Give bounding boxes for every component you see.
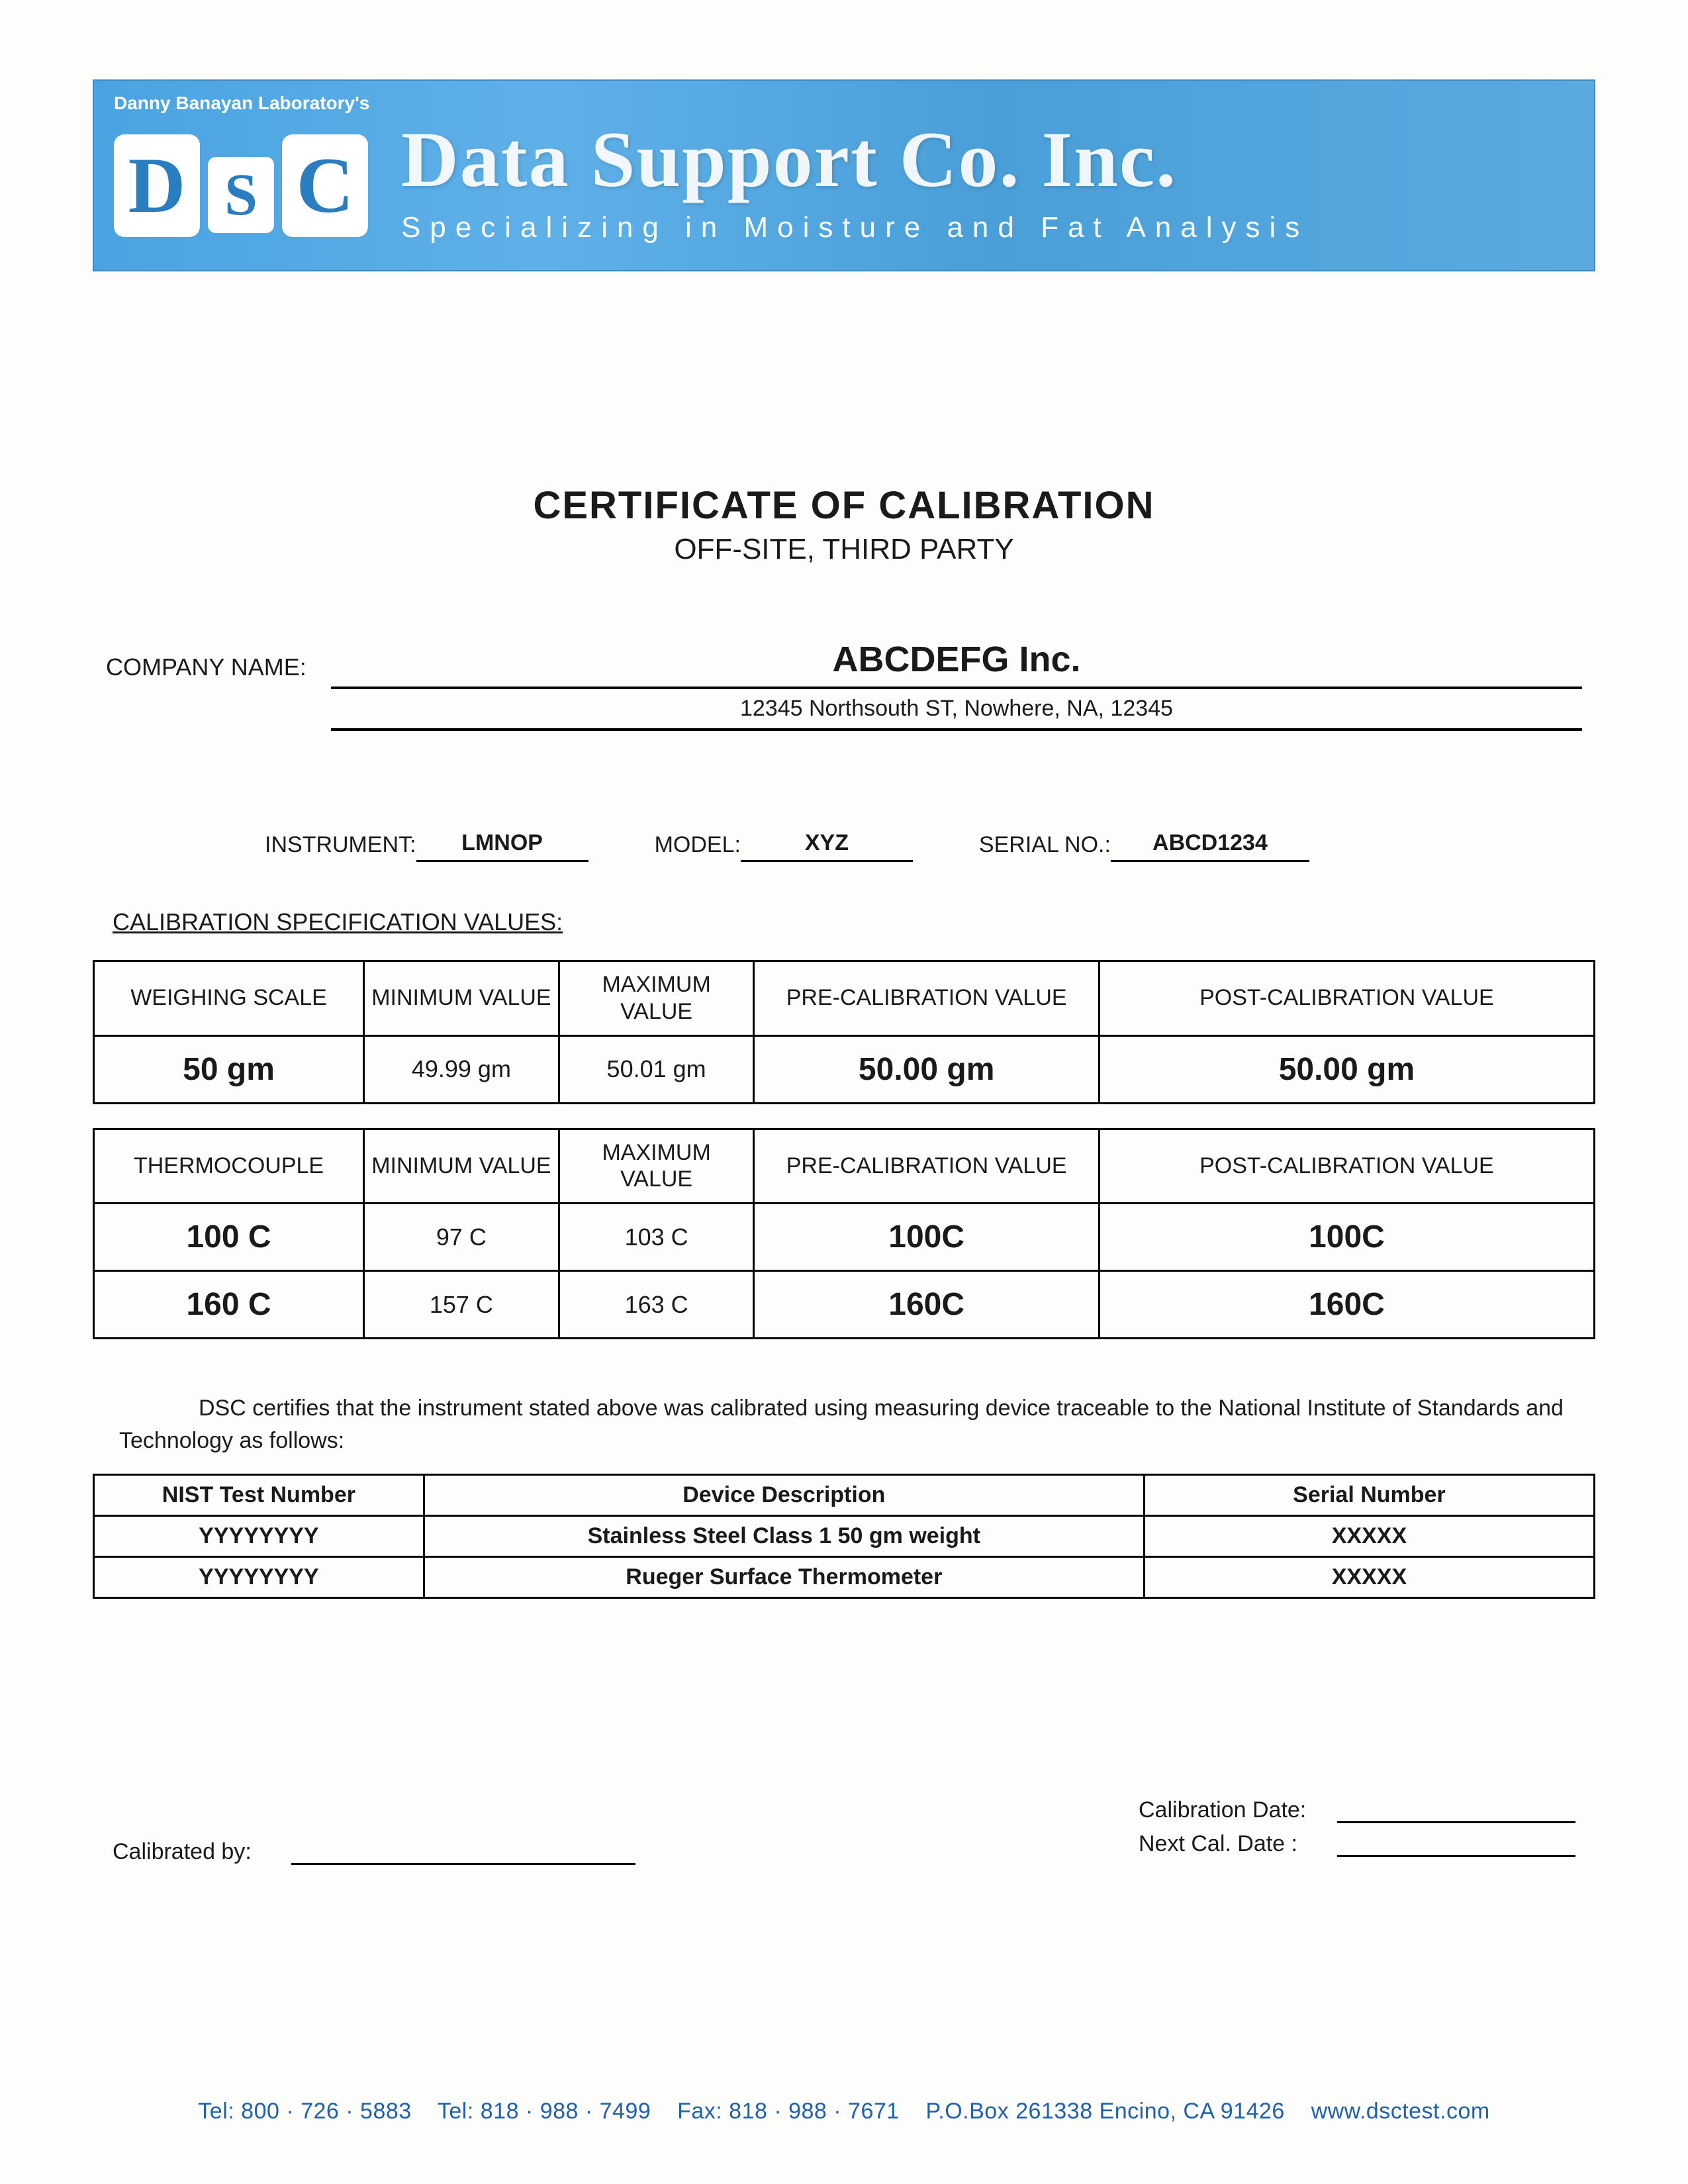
- banner-subtitle: Specializing in Moisture and Fat Analysi…: [401, 211, 1574, 244]
- cell-min: 49.99 gm: [364, 1035, 559, 1103]
- model-value: XYZ: [741, 830, 913, 862]
- nist-serial: XXXXX: [1144, 1515, 1594, 1556]
- calibration-date-label: Calibration Date:: [1139, 1797, 1337, 1823]
- col-min: MINIMUM VALUE: [364, 961, 559, 1036]
- header-banner: Danny Banayan Laboratory's D S C Data Su…: [93, 79, 1595, 271]
- col-max: MAXIMUM VALUE: [559, 961, 754, 1036]
- table-row: 50 gm 49.99 gm 50.01 gm 50.00 gm 50.00 g…: [94, 1035, 1595, 1103]
- next-cal-date-line: [1337, 1855, 1575, 1857]
- instrument-row: INSTRUMENT: LMNOP MODEL: XYZ SERIAL NO.:…: [93, 830, 1595, 862]
- spec-values-label: CALIBRATION SPECIFICATION VALUES:: [93, 908, 1595, 936]
- footer-web: www.dsctest.com: [1311, 2099, 1490, 2124]
- cell-pre: 100C: [754, 1204, 1099, 1271]
- company-name-line: ABCDEFG Inc.: [331, 639, 1582, 689]
- signature-row: Calibrated by: Calibration Date: Next Ca…: [93, 1797, 1595, 1865]
- cell-max: 50.01 gm: [559, 1035, 754, 1103]
- company-section: COMPANY NAME: ABCDEFG Inc. 12345 Northso…: [93, 639, 1595, 731]
- serial-label: SERIAL NO.:: [979, 832, 1111, 862]
- col-pre: PRE-CALIBRATION VALUE: [754, 961, 1099, 1036]
- nist-serial: XXXXX: [1144, 1556, 1594, 1597]
- company-address: 12345 Northsouth ST, Nowhere, NA, 12345: [331, 689, 1582, 731]
- cell-post: 100C: [1099, 1204, 1594, 1271]
- col-post: POST-CALIBRATION VALUE: [1099, 1129, 1594, 1204]
- instrument-value: LMNOP: [416, 830, 588, 862]
- company-label: COMPANY NAME:: [106, 653, 331, 689]
- nist-col-number: NIST Test Number: [94, 1474, 424, 1515]
- weighing-table: WEIGHING SCALE MINIMUM VALUE MAXIMUM VAL…: [93, 960, 1595, 1104]
- lab-name: Danny Banayan Laboratory's: [114, 93, 369, 114]
- serial-value: ABCD1234: [1111, 830, 1309, 862]
- calibration-date-line: [1337, 1821, 1575, 1823]
- certificate-title: CERTIFICATE OF CALIBRATION: [93, 483, 1595, 528]
- col-max: MAXIMUM VALUE: [559, 1129, 754, 1204]
- col-post: POST-CALIBRATION VALUE: [1099, 961, 1594, 1036]
- cell-min: 157 C: [364, 1271, 559, 1339]
- weighing-header: WEIGHING SCALE: [94, 961, 364, 1036]
- page: Danny Banayan Laboratory's D S C Data Su…: [0, 0, 1688, 2184]
- next-cal-date-label: Next Cal. Date :: [1139, 1831, 1337, 1857]
- cell-min: 97 C: [364, 1204, 559, 1271]
- calibrated-by-line: [291, 1863, 635, 1865]
- nist-table: NIST Test Number Device Description Seri…: [93, 1474, 1595, 1599]
- cell-post: 50.00 gm: [1099, 1035, 1594, 1103]
- footer: Tel: 800 · 726 · 5883 Tel: 818 · 988 · 7…: [93, 2099, 1595, 2124]
- cell-pre: 50.00 gm: [754, 1035, 1099, 1103]
- calibrated-by-label: Calibrated by:: [113, 1839, 252, 1865]
- cell-nominal: 50 gm: [94, 1035, 364, 1103]
- footer-tel2: 818 · 988 · 7499: [481, 2099, 651, 2124]
- nist-desc: Stainless Steel Class 1 50 gm weight: [424, 1515, 1144, 1556]
- certification-statement: DSC certifies that the instrument stated…: [93, 1392, 1595, 1458]
- certificate-title-block: CERTIFICATE OF CALIBRATION OFF-SITE, THI…: [93, 483, 1595, 566]
- cell-post: 160C: [1099, 1271, 1594, 1339]
- table-row: 100 C 97 C 103 C 100C 100C: [94, 1204, 1595, 1271]
- footer-fax-label: Fax:: [677, 2099, 722, 2124]
- footer-tel1: 800 · 726 · 5883: [241, 2099, 412, 2124]
- instrument-label: INSTRUMENT:: [265, 832, 416, 862]
- banner-text: Data Support Co. Inc. Specializing in Mo…: [401, 120, 1574, 244]
- nist-num: YYYYYYYY: [94, 1515, 424, 1556]
- cell-nominal: 100 C: [94, 1204, 364, 1271]
- cell-max: 103 C: [559, 1204, 754, 1271]
- company-name: ABCDEFG Inc.: [832, 640, 1080, 679]
- cell-pre: 160C: [754, 1271, 1099, 1339]
- thermocouple-table: THERMOCOUPLE MINIMUM VALUE MAXIMUM VALUE…: [93, 1128, 1595, 1340]
- footer-tel2-label: Tel:: [438, 2099, 474, 2124]
- cell-nominal: 160 C: [94, 1271, 364, 1339]
- footer-fax: 818 · 988 · 7671: [729, 2099, 900, 2124]
- table-row: YYYYYYYY Rueger Surface Thermometer XXXX…: [94, 1556, 1595, 1597]
- cell-max: 163 C: [559, 1271, 754, 1339]
- nist-col-desc: Device Description: [424, 1474, 1144, 1515]
- model-label: MODEL:: [655, 832, 741, 862]
- logo-d: D: [114, 134, 200, 237]
- certificate-subtitle: OFF-SITE, THIRD PARTY: [93, 533, 1595, 566]
- banner-title: Data Support Co. Inc.: [401, 120, 1574, 199]
- footer-tel1-label: Tel:: [198, 2099, 234, 2124]
- logo-s: S: [208, 157, 274, 233]
- nist-desc: Rueger Surface Thermometer: [424, 1556, 1144, 1597]
- table-row: 160 C 157 C 163 C 160C 160C: [94, 1271, 1595, 1339]
- col-min: MINIMUM VALUE: [364, 1129, 559, 1204]
- logo-c: C: [282, 134, 368, 237]
- col-pre: PRE-CALIBRATION VALUE: [754, 1129, 1099, 1204]
- table-row: YYYYYYYY Stainless Steel Class 1 50 gm w…: [94, 1515, 1595, 1556]
- nist-num: YYYYYYYY: [94, 1556, 424, 1597]
- thermocouple-header: THERMOCOUPLE: [94, 1129, 364, 1204]
- logo: D S C: [114, 134, 368, 237]
- footer-pobox: P.O.Box 261338 Encino, CA 91426: [925, 2099, 1284, 2124]
- nist-col-serial: Serial Number: [1144, 1474, 1594, 1515]
